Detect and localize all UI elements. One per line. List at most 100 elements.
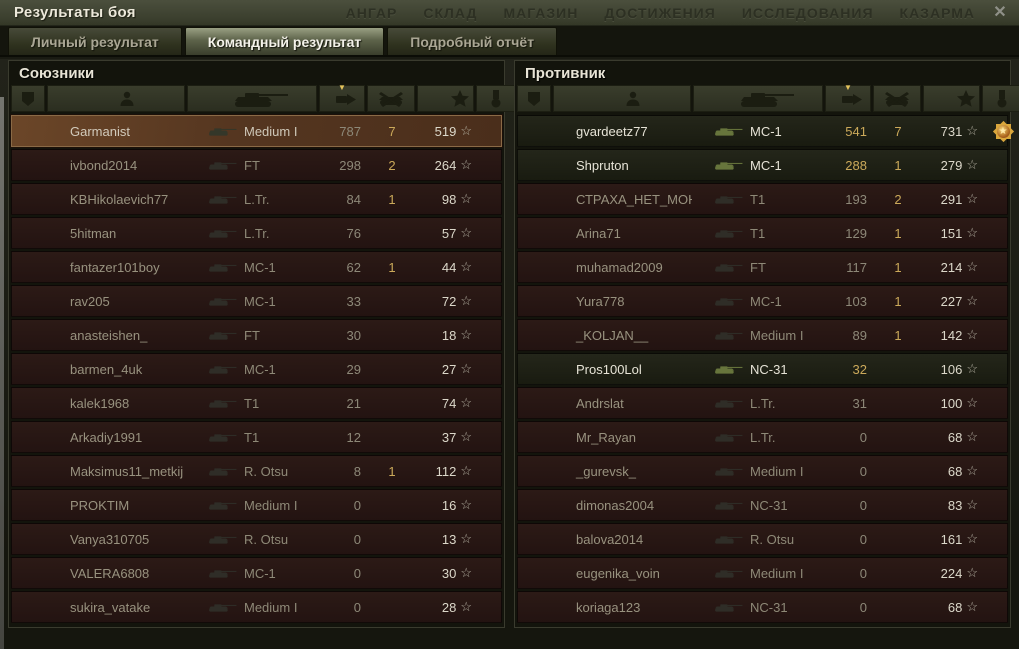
star-icon [451,89,469,107]
xp-star-icon: ☆ [966,191,978,206]
tab-personal-result[interactable]: Личный результат [8,27,182,55]
tank-icon [204,532,240,547]
player-name: Andrslat [576,395,624,411]
shell-icon [842,93,862,105]
table-row[interactable]: rav205 MC-1 33 72 ☆ [11,285,502,317]
column-kills[interactable] [367,85,415,112]
xp-cell: 44 ☆ [418,252,475,282]
player-name: balova2014 [576,531,644,547]
menu-item-research[interactable]: ИССЛЕДОВАНИЯ [741,5,874,21]
table-row[interactable]: Vanya310705 R. Otsu 0 13 ☆ [11,523,502,555]
table-row[interactable]: VALERA6808 MC-1 0 30 ☆ [11,557,502,589]
table-row[interactable]: Arina71 T1 129 1 151 ☆ [517,217,1008,249]
table-row[interactable]: PROKTIM Medium I 0 16 ☆ [11,489,502,521]
table-row[interactable]: sukira_vatake Medium I 0 28 ☆ [11,591,502,623]
vehicle-name: T1 [244,395,260,411]
rank-cell [12,354,46,384]
tab-detailed-report[interactable]: Подробный отчёт [387,27,558,55]
column-vehicle[interactable] [187,85,317,112]
column-player[interactable] [47,85,185,112]
table-row[interactable]: anasteishen_ FT 30 18 ☆ [11,319,502,351]
table-row[interactable]: Arkadiy1991 T1 12 37 ☆ [11,421,502,453]
menu-item-hangar[interactable]: АНГАР [345,5,398,21]
xp-value: 74 [441,395,457,411]
xp-cell: 112 ☆ [418,456,475,486]
xp-value: 68 [947,463,963,479]
xp-star-icon: ☆ [460,123,472,138]
table-row[interactable]: Shpruton MC-1 288 1 279 ☆ [517,149,1008,181]
player-name: Pros100Lol [576,361,642,377]
medal-cell [477,524,517,554]
table-row[interactable]: koriaga123 NC-31 0 68 ☆ [517,591,1008,623]
tab-team-result[interactable]: Командный результат [184,27,385,55]
column-damage[interactable]: ▼ [825,84,871,112]
column-rank[interactable] [517,85,551,112]
table-row[interactable]: KBHikolaevich77 L.Tr. 84 1 98 ☆ [11,183,502,215]
close-icon[interactable]: ✕ [993,4,1007,21]
damage-value: 84 [346,191,361,207]
column-kills[interactable] [873,85,921,112]
table-row[interactable]: 5hitman L.Tr. 76 57 ☆ [11,217,502,249]
xp-cell: 37 ☆ [418,422,475,452]
medal-cell [983,592,1019,622]
vehicle-name: R. Otsu [750,531,795,547]
table-row[interactable]: _KOLJAN__ Medium I 89 1 142 ☆ [517,319,1008,351]
table-row[interactable]: gvardeetz77 MC-1 541 7 731 ☆ ★ [517,115,1014,147]
shell-icon [336,93,356,105]
table-row[interactable]: Garmanist Medium I 787 7 519 ☆ [10,114,503,148]
player-name: muhamad2009 [576,259,663,275]
table-row[interactable]: balova2014 R. Otsu 0 161 ☆ [517,523,1008,555]
kills-value [368,558,416,588]
column-rank[interactable] [11,85,45,112]
column-experience[interactable] [923,85,980,112]
player-name: anasteishen_ [70,327,148,343]
table-row[interactable]: _gurevsk_ Medium I 0 68 ☆ [517,455,1008,487]
column-vehicle[interactable] [693,85,823,112]
table-row[interactable]: Mr_Rayan L.Tr. 0 68 ☆ [517,421,1008,453]
table-row[interactable]: kalek1968 T1 21 74 ☆ [11,387,502,419]
kills-value [874,456,922,486]
table-row[interactable]: fantazer101boy MC-1 62 1 44 ☆ [11,251,502,283]
table-row[interactable]: Maksimus11_metkij R. Otsu 8 1 112 ☆ [11,455,502,487]
column-medals[interactable] [476,85,516,112]
rank-cell [12,558,46,588]
xp-cell: 68 ☆ [924,592,981,622]
player-name: kalek1968 [70,395,130,411]
rank-cell [518,558,552,588]
xp-cell: 214 ☆ [924,252,981,282]
menu-item-barracks[interactable]: КАЗАРМА [899,5,975,21]
player-name: Garmanist [70,123,130,139]
kills-value [368,388,416,418]
vehicle-cell: NC-31 [694,592,824,622]
person-icon [626,91,640,106]
column-medals[interactable] [982,85,1019,112]
tank-icon [204,566,240,581]
column-experience[interactable] [417,85,474,112]
medal-cell [983,456,1019,486]
table-row[interactable]: СТРАХА_НЕТ_МОНАХ T1 193 2 291 ☆ [517,183,1008,215]
table-row[interactable]: Pros100Lol NC-31 32 106 ☆ [517,353,1008,385]
kills-value: 2 [388,157,396,173]
player-name: VALERA6808 [70,565,150,581]
table-row[interactable]: dimonas2004 NC-31 0 83 ☆ [517,489,1008,521]
vehicle-cell: NC-31 [694,490,824,520]
vehicle-cell: R. Otsu [188,524,318,554]
menu-item-achievements[interactable]: ДОСТИЖЕНИЯ [604,5,716,21]
menu-item-store[interactable]: МАГАЗИН [503,5,579,21]
tank-icon [204,226,240,241]
vehicle-name: Medium I [750,463,804,479]
menu-item-depot[interactable]: СКЛАД [423,5,478,21]
table-row[interactable]: eugenika_voin Medium I 0 224 ☆ [517,557,1008,589]
column-damage[interactable]: ▼ [319,84,365,112]
vehicle-name: Medium I [244,497,298,513]
table-row[interactable]: Yura778 MC-1 103 1 227 ☆ [517,285,1008,317]
table-row[interactable]: ivbond2014 FT 298 2 264 ☆ [11,149,502,181]
table-row[interactable]: muhamad2009 FT 117 1 214 ☆ [517,251,1008,283]
rank-cell [12,456,46,486]
table-row[interactable]: Andrslat L.Tr. 31 100 ☆ [517,387,1008,419]
player-name: Arkadiy1991 [70,429,143,445]
vehicle-name: L.Tr. [750,429,776,445]
damage-value: 8 [353,463,361,479]
table-row[interactable]: barmen_4uk MC-1 29 27 ☆ [11,353,502,385]
column-player[interactable] [553,85,691,112]
